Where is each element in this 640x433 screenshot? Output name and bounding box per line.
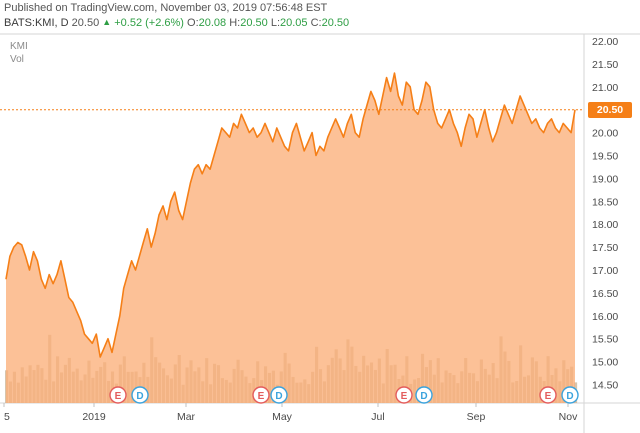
- y-tick-label: 16.00: [592, 311, 618, 323]
- dividend-marker[interactable]: D: [270, 386, 288, 404]
- symbol-label[interactable]: BATS:KMI, D: [4, 17, 69, 29]
- dividend-marker-circle: [415, 386, 433, 404]
- dividend-marker-circle: [131, 386, 149, 404]
- y-tick-label: 16.50: [592, 288, 618, 300]
- open-value: 20.08: [198, 17, 227, 29]
- y-tick-label: 15.00: [592, 357, 618, 369]
- earnings-marker-label: E: [545, 391, 552, 402]
- dividend-marker-label: D: [136, 391, 143, 402]
- published-caption: Published on TradingView.com, November 0…: [4, 2, 328, 14]
- earnings-marker[interactable]: E: [539, 386, 557, 404]
- y-tick-label: 15.50: [592, 334, 618, 346]
- legend-volume: Vol: [10, 54, 24, 65]
- y-tick-label: 22.00: [592, 36, 618, 48]
- earnings-marker-circle: [252, 386, 270, 404]
- quote-bar: BATS:KMI, D 20.50 ▲ +0.52 (+2.6%) O:20.0…: [4, 17, 349, 30]
- y-tick-label: 18.50: [592, 196, 618, 208]
- x-tick-label: May: [272, 411, 293, 423]
- last-price-tag: 20.50: [588, 101, 632, 118]
- earnings-marker[interactable]: E: [109, 386, 127, 404]
- low-label: L:: [270, 17, 281, 29]
- y-tick-label: 18.00: [592, 219, 618, 231]
- high-label: H:: [229, 17, 241, 29]
- earnings-marker-circle: [395, 386, 413, 404]
- close-label: C:: [310, 17, 322, 29]
- x-tick-label: Mar: [177, 411, 196, 423]
- low-value: 20.05: [280, 17, 308, 29]
- earnings-marker-circle: [539, 386, 557, 404]
- earnings-marker-label: E: [115, 391, 122, 402]
- up-arrow-icon: ▲: [102, 17, 112, 27]
- y-tick-label: 21.00: [592, 82, 618, 94]
- earnings-marker-circle: [109, 386, 127, 404]
- earnings-marker[interactable]: E: [395, 386, 413, 404]
- dividend-marker-label: D: [420, 391, 427, 402]
- dividend-marker-label: D: [275, 391, 282, 402]
- y-tick-label: 17.50: [592, 242, 618, 254]
- legend-series: KMI: [10, 41, 28, 52]
- x-tick-label: Sep: [467, 411, 486, 423]
- price-line: [5, 72, 576, 358]
- y-tick-label: 20.00: [592, 128, 618, 140]
- y-tick-label: 14.50: [592, 380, 618, 392]
- y-tick-label: 17.00: [592, 265, 618, 277]
- close-value: 20.50: [321, 17, 350, 29]
- x-tick-label: 5: [4, 411, 10, 423]
- dividend-marker-label: D: [566, 391, 573, 402]
- dividend-marker[interactable]: D: [561, 386, 579, 404]
- earnings-marker[interactable]: E: [252, 386, 270, 404]
- y-tick-label: 19.50: [592, 151, 618, 163]
- dividend-marker[interactable]: D: [415, 386, 433, 404]
- price-change: +0.52 (+2.6%): [114, 17, 184, 29]
- y-tick-label: 21.50: [592, 59, 618, 71]
- dividend-marker[interactable]: D: [131, 386, 149, 404]
- earnings-marker-label: E: [258, 391, 265, 402]
- dividend-marker-circle: [270, 386, 288, 404]
- earnings-marker-label: E: [401, 391, 408, 402]
- last-price: 20.50: [71, 17, 100, 29]
- y-tick-label: 19.00: [592, 173, 618, 185]
- dividend-marker-circle: [561, 386, 579, 404]
- x-tick-label: Nov: [559, 411, 578, 423]
- x-tick-label: 2019: [82, 411, 106, 423]
- high-value: 20.50: [240, 17, 268, 29]
- open-label: O:: [187, 17, 199, 29]
- x-tick-label: Jul: [371, 411, 384, 423]
- price-area: [6, 73, 575, 403]
